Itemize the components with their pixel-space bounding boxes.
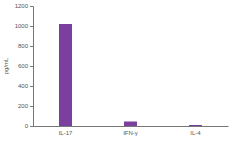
- y-tick-mark: [30, 6, 33, 7]
- y-tick-mark: [30, 86, 33, 87]
- y-axis: 0 200 400 600 800 1000 1200: [15, 3, 34, 129]
- y-tick-label: 0: [25, 123, 29, 129]
- x-tick: IL-4: [190, 126, 201, 136]
- y-tick: 400: [18, 83, 33, 89]
- chart: 0 200 400 600 800 1000 1200 IL-17 IFN-γ IL-4 pg/mL: [0, 0, 232, 141]
- y-tick: 1000: [15, 23, 33, 29]
- y-tick-label: 1200: [15, 3, 29, 9]
- x-tick: IL-17: [59, 126, 73, 136]
- y-tick-label: 800: [18, 43, 29, 49]
- x-axis: IL-17 IFN-γ IL-4: [34, 126, 229, 136]
- bars: [59, 24, 202, 126]
- y-axis-line: [30, 7, 34, 127]
- x-tick-label: IL-17: [59, 130, 73, 136]
- y-tick-mark: [30, 26, 33, 27]
- x-tick: IFN-γ: [123, 126, 138, 136]
- y-tick-mark: [30, 106, 33, 107]
- plot: 0 200 400 600 800 1000 1200 IL-17 IFN-γ IL-4: [15, 3, 229, 136]
- x-axis-line: [34, 126, 229, 127]
- y-tick: 1200: [15, 3, 33, 9]
- bar: [189, 125, 202, 126]
- y-tick-mark: [30, 66, 33, 67]
- y-tick: 200: [18, 103, 33, 109]
- y-tick-mark: [30, 126, 33, 127]
- x-tick-label: IFN-γ: [123, 130, 138, 136]
- y-tick: 0: [25, 123, 33, 129]
- y-axis-title: pg/mL: [3, 57, 9, 74]
- y-tick-label: 200: [18, 103, 29, 109]
- y-tick-label: 1000: [15, 23, 29, 29]
- y-tick-label: 600: [18, 63, 29, 69]
- x-tick-label: IL-4: [190, 130, 201, 136]
- bar: [59, 24, 72, 126]
- y-tick-label: 400: [18, 83, 29, 89]
- bar: [124, 122, 137, 127]
- y-tick: 800: [18, 43, 33, 49]
- y-tick-mark: [30, 46, 33, 47]
- y-tick: 600: [18, 63, 33, 69]
